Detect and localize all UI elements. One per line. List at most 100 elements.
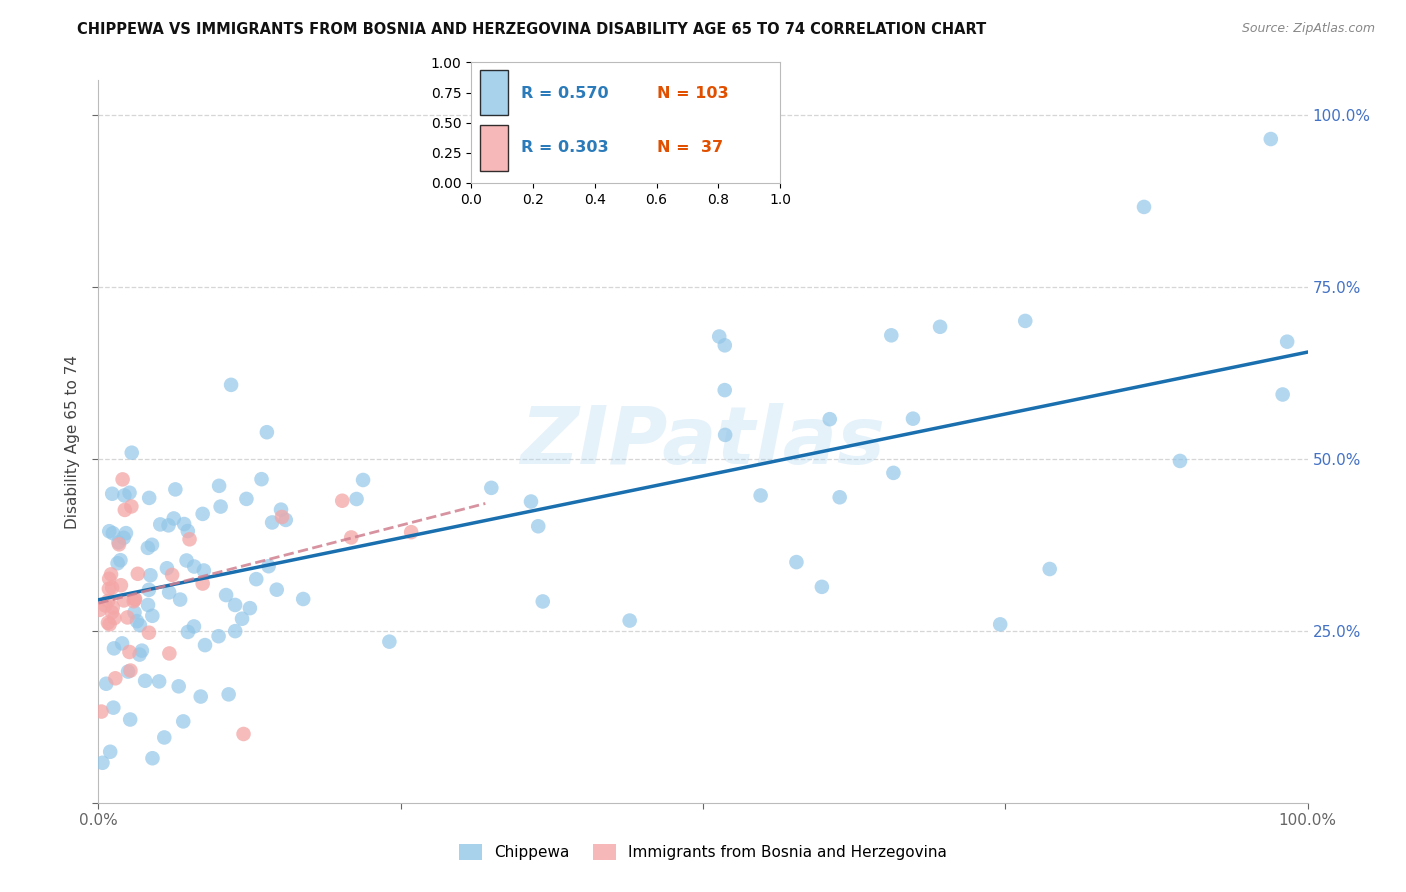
- Point: [157, 585, 180, 599]
- Point: [107, 556, 129, 570]
- Point: [127, 566, 149, 581]
- Point: [232, 727, 254, 741]
- Point: [709, 329, 731, 343]
- Point: [148, 674, 170, 689]
- Legend: Chippewa, Immigrants from Bosnia and Herzegovina: Chippewa, Immigrants from Bosnia and Her…: [460, 844, 946, 860]
- Point: [101, 606, 124, 620]
- Point: [96, 677, 118, 691]
- Point: [219, 377, 242, 392]
- Point: [1271, 387, 1294, 401]
- Text: R = 0.303: R = 0.303: [520, 140, 609, 155]
- Point: [122, 594, 145, 608]
- Point: [239, 601, 262, 615]
- Y-axis label: Disability Age 65 to 74: Disability Age 65 to 74: [65, 354, 80, 529]
- Point: [714, 338, 737, 352]
- Point: [110, 578, 132, 592]
- Point: [139, 568, 162, 582]
- Point: [271, 510, 294, 524]
- Point: [156, 561, 179, 575]
- Point: [111, 472, 134, 486]
- Point: [115, 526, 138, 541]
- Point: [270, 502, 292, 516]
- Point: [101, 487, 124, 501]
- Point: [94, 599, 117, 613]
- Point: [157, 647, 180, 661]
- Point: [121, 446, 143, 460]
- Point: [120, 713, 142, 727]
- Point: [177, 624, 200, 639]
- Point: [101, 600, 124, 615]
- Point: [118, 485, 141, 500]
- Point: [250, 472, 273, 486]
- Point: [215, 588, 238, 602]
- Point: [256, 425, 278, 440]
- Point: [190, 690, 212, 704]
- Point: [901, 411, 924, 425]
- Point: [128, 648, 150, 662]
- Point: [104, 671, 127, 685]
- Point: [266, 582, 288, 597]
- Point: [157, 518, 180, 533]
- Point: [129, 618, 152, 632]
- Point: [882, 466, 904, 480]
- Point: [818, 412, 841, 426]
- Point: [172, 714, 194, 729]
- Point: [346, 491, 368, 506]
- Point: [120, 664, 142, 678]
- Point: [1260, 132, 1282, 146]
- Point: [138, 582, 160, 597]
- Point: [292, 592, 315, 607]
- Point: [134, 673, 156, 688]
- Point: [98, 524, 121, 539]
- Point: [183, 619, 205, 633]
- Point: [138, 625, 160, 640]
- Point: [194, 638, 217, 652]
- Point: [141, 751, 163, 765]
- Text: N = 103: N = 103: [657, 86, 728, 101]
- Point: [125, 614, 148, 628]
- Point: [880, 328, 903, 343]
- Point: [124, 591, 146, 606]
- Point: [183, 559, 205, 574]
- Point: [749, 488, 772, 502]
- Point: [191, 507, 214, 521]
- Text: CHIPPEWA VS IMMIGRANTS FROM BOSNIA AND HERZEGOVINA DISABILITY AGE 65 TO 74 CORRE: CHIPPEWA VS IMMIGRANTS FROM BOSNIA AND H…: [77, 22, 987, 37]
- Point: [90, 705, 112, 719]
- Point: [117, 610, 139, 624]
- Point: [399, 525, 422, 540]
- Point: [193, 564, 215, 578]
- Point: [111, 636, 134, 650]
- FancyBboxPatch shape: [481, 70, 508, 115]
- Point: [173, 516, 195, 531]
- Point: [352, 473, 374, 487]
- Point: [785, 555, 807, 569]
- Point: [520, 494, 543, 508]
- Point: [118, 645, 141, 659]
- Text: R = 0.570: R = 0.570: [520, 86, 609, 101]
- Point: [224, 624, 246, 639]
- Point: [100, 567, 122, 582]
- Point: [120, 500, 142, 514]
- Point: [274, 513, 297, 527]
- Point: [479, 481, 502, 495]
- Point: [257, 559, 280, 574]
- Point: [165, 483, 187, 497]
- Point: [714, 428, 737, 442]
- Point: [208, 479, 231, 493]
- Point: [97, 615, 120, 630]
- Point: [262, 516, 284, 530]
- Point: [207, 629, 229, 643]
- Point: [167, 679, 190, 693]
- Point: [163, 511, 186, 525]
- Text: N =  37: N = 37: [657, 140, 723, 155]
- Point: [828, 490, 851, 504]
- Point: [141, 538, 163, 552]
- Point: [112, 593, 135, 607]
- Point: [141, 608, 163, 623]
- Point: [1275, 334, 1298, 349]
- Point: [117, 665, 139, 679]
- Point: [209, 500, 232, 514]
- Point: [378, 634, 401, 648]
- Point: [107, 535, 129, 549]
- Point: [114, 503, 136, 517]
